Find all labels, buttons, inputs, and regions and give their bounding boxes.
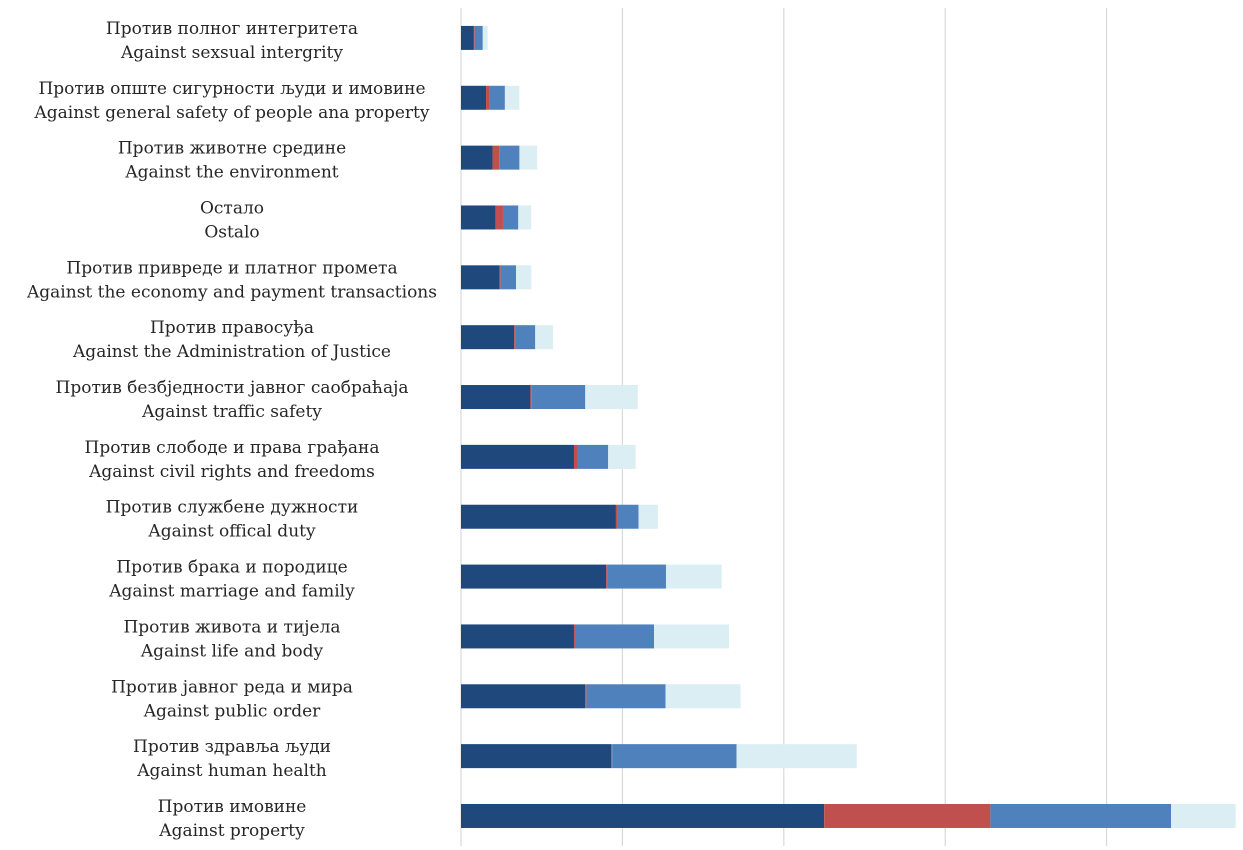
bar-segment-series-2 [824, 803, 991, 828]
bar-segment-series-2 [486, 85, 490, 110]
bar-segment-series-2 [499, 265, 501, 290]
category-label-line2: Against the environment [124, 163, 338, 183]
category-label-line2: Ostalo [204, 223, 259, 243]
bar-segment-series-2 [573, 444, 578, 469]
category-label-line1: Против привреде и платног промета [66, 258, 397, 278]
bar-segment-series-2 [473, 25, 475, 50]
bar-segment-series-1 [461, 325, 515, 350]
gridlines [460, 8, 1108, 846]
bar-segment-series-1 [461, 145, 493, 170]
category-label-line1: Против правосуђа [150, 318, 314, 338]
bar-segment-series-4 [585, 385, 638, 410]
category-label-line2: Against life and body [140, 641, 324, 661]
category-labels: Против полног интегритета Against sexsual… [26, 19, 437, 841]
category-label-line2: Against civil rights and freedoms [88, 462, 375, 482]
category-label-line1: Против имовине [158, 797, 307, 817]
category-label-line1: Против опште сигурности људи и имовине [38, 79, 425, 99]
bar-segment-series-4 [608, 444, 636, 469]
bar-segment-series-1 [461, 564, 607, 589]
bar-segment-series-2 [495, 205, 503, 230]
bar-segment-series-1 [461, 803, 825, 828]
bar-segment-series-2 [606, 564, 608, 589]
bar-segment-series-4 [638, 504, 658, 529]
bar-segment-series-4 [1171, 803, 1236, 828]
bar-segment-series-4 [482, 25, 488, 50]
category-label-line2: Against sexsual intergrity [120, 43, 343, 63]
bar-segment-series-1 [461, 684, 586, 709]
bar-segment-series-1 [461, 265, 500, 290]
bar-segment-series-1 [461, 444, 574, 469]
bar-segment-series-4 [654, 624, 730, 649]
category-label-line2: Against marriage and family [108, 582, 355, 602]
bar-segment-series-1 [461, 504, 616, 529]
bar-segment-series-3 [531, 385, 586, 410]
bar-segment-series-1 [461, 744, 612, 769]
bar-segment-series-3 [474, 25, 483, 50]
bar-segment-series-3 [617, 504, 639, 529]
bar-segment-series-4 [535, 325, 553, 350]
category-label-line2: Against general safety of people ana pro… [33, 103, 429, 123]
bar-segment-series-3 [577, 444, 609, 469]
bar-segment-series-1 [461, 25, 474, 50]
category-label-line1: Против здравља људи [133, 737, 331, 757]
bar-segment-series-3 [500, 265, 517, 290]
category-label-line1: Против јавног реда и мира [111, 677, 353, 697]
bar-segment-series-4 [736, 744, 857, 769]
bar-segment-series-3 [612, 744, 737, 769]
bar-segment-series-2 [530, 385, 532, 410]
bars [461, 25, 1236, 828]
category-label-line2: Against public order [143, 701, 321, 721]
category-label-line2: Against the Administration of Justice [72, 342, 391, 362]
category-label-line1: Против животне средине [118, 139, 346, 159]
bar-segment-series-4 [665, 684, 741, 709]
category-label-line1: Остало [200, 199, 264, 219]
category-label-line1: Против брака и породице [116, 558, 347, 578]
bar-segment-series-3 [489, 85, 505, 110]
bar-segment-series-4 [519, 145, 538, 170]
bar-segment-series-2 [514, 325, 516, 350]
bar-segment-series-2 [573, 624, 575, 649]
bar-segment-series-1 [461, 624, 574, 649]
bar-segment-series-4 [665, 564, 722, 589]
category-label-line1: Против безбједности јавног саобраћаја [56, 378, 409, 398]
bar-segment-series-4 [516, 265, 532, 290]
bar-segment-series-3 [607, 564, 666, 589]
bar-segment-series-2 [492, 145, 500, 170]
bar-segment-series-3 [574, 624, 655, 649]
bar-segment-series-3 [515, 325, 536, 350]
category-label-line2: Against property [158, 821, 305, 841]
bar-segment-series-1 [461, 385, 531, 410]
bar-segment-series-2 [615, 504, 618, 529]
bar-segment-series-2 [611, 744, 613, 769]
category-label-line1: Против слободе и права грађана [85, 438, 380, 458]
bar-segment-series-3 [586, 684, 666, 709]
bar-segment-series-4 [518, 205, 532, 230]
bar-segment-series-3 [990, 803, 1172, 828]
category-label-line2: Against traffic safety [141, 402, 322, 422]
bar-segment-series-1 [461, 85, 487, 110]
category-label-line1: Против полног интегритета [106, 19, 358, 39]
bar-segment-series-3 [499, 145, 520, 170]
category-label-line1: Против службене дужности [106, 498, 359, 518]
category-label-line1: Против живота и тијела [123, 617, 340, 637]
category-label-line2: Against the economy and payment transact… [26, 282, 437, 302]
category-label-line2: Against offical duty [147, 522, 316, 542]
bar-segment-series-2 [585, 684, 587, 709]
bar-segment-series-4 [504, 85, 520, 110]
category-label-line2: Against human health [136, 761, 327, 781]
bar-segment-series-3 [502, 205, 519, 230]
bar-segment-series-1 [461, 205, 496, 230]
